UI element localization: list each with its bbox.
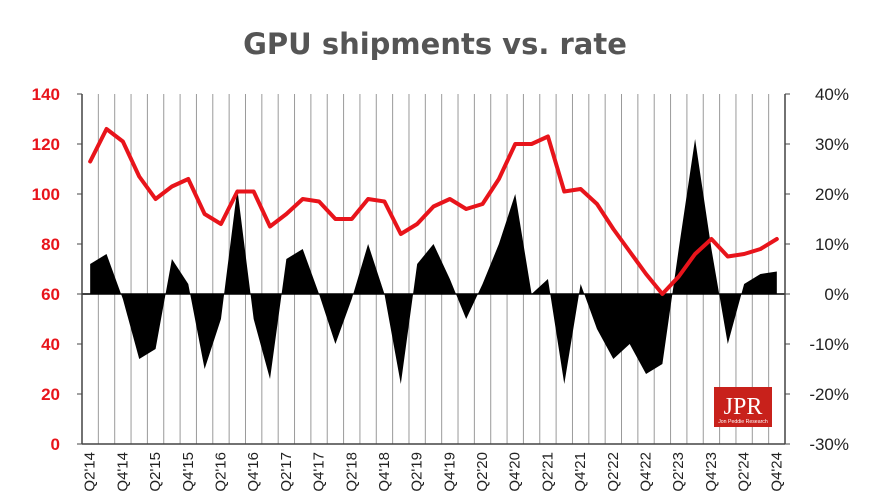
logo-box [714, 387, 772, 427]
x-tick-label: Q4'15 [180, 452, 197, 492]
shipments-point [88, 160, 92, 163]
axes [81, 94, 786, 445]
shipments-line-series [88, 127, 779, 296]
x-tick-label: Q4'20 [507, 452, 524, 492]
right-tick-label: 20% [815, 185, 849, 204]
shipments-point [644, 272, 648, 276]
shipments-point [186, 177, 190, 181]
x-tick-label: Q2'20 [474, 452, 491, 492]
shipments-point [219, 222, 223, 226]
shipments-point [170, 185, 174, 188]
right-tick-label: -30% [809, 435, 849, 454]
shipments-point [758, 247, 762, 251]
shipments-point [415, 222, 419, 226]
shipments-point [203, 212, 207, 216]
shipments-point [611, 227, 615, 231]
shipments-point [677, 275, 681, 278]
rate-area [90, 139, 777, 384]
shipments-point [595, 202, 599, 206]
shipments-point [154, 197, 158, 201]
shipments-point [775, 237, 779, 241]
x-tick-label: Q4'19 [441, 452, 458, 492]
x-tick-label: Q4'24 [768, 452, 785, 492]
left-tick-label: 120 [32, 135, 60, 154]
x-tick-label: Q4'16 [245, 452, 262, 492]
right-tick-label: 40% [815, 85, 849, 104]
shipments-point [628, 250, 632, 253]
shipments-point [252, 190, 256, 193]
shipments-point [382, 200, 386, 203]
shipments-point [546, 135, 550, 138]
shipments-point [432, 205, 435, 208]
right-tick-label: -20% [809, 385, 849, 404]
left-tick-label: 20 [41, 385, 60, 404]
shipments-point [513, 142, 517, 146]
x-tick-label: Q2'15 [147, 452, 164, 492]
shipments-point [235, 190, 239, 193]
shipments-point [284, 212, 288, 216]
jpr-logo: JPR Jon Peddie Research [714, 387, 772, 427]
shipments-point [481, 202, 485, 206]
shipments-point [497, 177, 501, 181]
shipments-point [399, 232, 403, 236]
right-tick-label: 0% [824, 285, 849, 304]
shipments-point [137, 175, 141, 178]
x-tick-label: Q2'21 [539, 452, 556, 492]
right-tick-label: 30% [815, 135, 849, 154]
x-tick-label: Q4'18 [376, 452, 393, 492]
rate-area-series [90, 139, 777, 384]
shipments-point [693, 252, 697, 256]
x-tick-label: Q2'14 [82, 452, 99, 492]
left-tick-label: 60 [41, 285, 60, 304]
shipments-point [660, 292, 664, 296]
x-tick-label: Q4'17 [311, 452, 328, 492]
shipments-point [366, 197, 370, 201]
shipments-point [317, 200, 321, 203]
x-tick-label: Q4'22 [638, 452, 655, 492]
x-tick-label: Q4'21 [572, 452, 589, 492]
shipments-point [709, 237, 713, 241]
x-tick-label: Q2'18 [343, 452, 360, 492]
x-axis-ticks: Q2'14 Q4'14 Q2'15 Q4'15 Q2'16 Q4'16 Q2'17 Q4'17… [82, 452, 786, 492]
shipments-point [268, 225, 272, 228]
x-tick-label: Q4'14 [114, 452, 131, 492]
shipments-point [726, 255, 730, 258]
shipments-point [121, 140, 125, 143]
shipments-point [464, 207, 468, 211]
left-tick-label: 80 [41, 235, 60, 254]
logo-subtext: Jon Peddie Research [718, 419, 768, 425]
chart-title: GPU shipments vs. rate [243, 27, 627, 61]
shipments-point [562, 190, 566, 193]
x-tick-label: Q2'22 [605, 452, 622, 492]
shipments-point [333, 217, 337, 221]
x-tick-label: Q4'23 [703, 452, 720, 492]
shipments-point [448, 197, 452, 201]
right-y-axis-ticks: -30% -20% -10% 0% 10% 20% 30% 40% [785, 85, 849, 454]
left-tick-label: 40 [41, 335, 60, 354]
x-tick-label: Q2'24 [736, 452, 753, 492]
logo-text: JPR [724, 394, 763, 420]
x-tick-label: Q2'23 [670, 452, 687, 492]
x-tick-label: Q2'16 [212, 452, 229, 492]
right-tick-label: -10% [809, 335, 849, 354]
left-tick-label: 140 [32, 85, 60, 104]
x-tick-label: Q2'19 [409, 452, 426, 492]
shipments-point [350, 217, 354, 221]
left-y-axis-ticks: 0 20 40 60 80 100 120 140 [32, 85, 82, 454]
shipments-point [301, 197, 305, 201]
left-tick-label: 100 [32, 185, 60, 204]
x-tick-label: Q2'17 [278, 452, 295, 492]
shipments-point [742, 252, 746, 256]
shipments-point [105, 127, 109, 131]
shipments-point [579, 187, 583, 191]
right-tick-label: 10% [815, 235, 849, 254]
shipments-point [530, 142, 534, 146]
left-tick-label: 0 [51, 435, 60, 454]
